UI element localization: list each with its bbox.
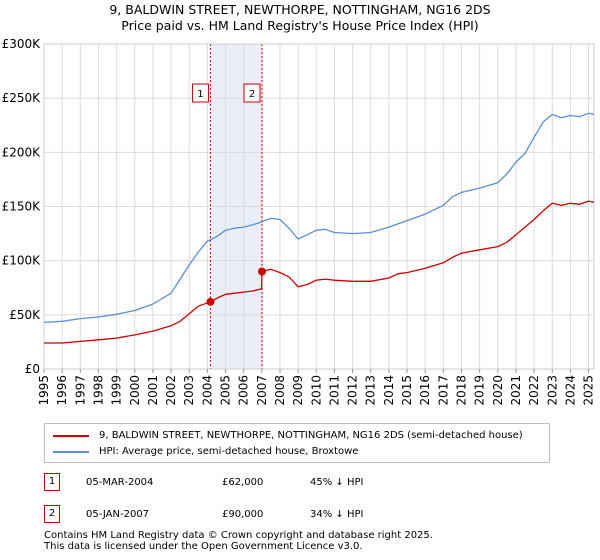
x-tick-label: 1999 — [110, 375, 124, 406]
x-tick-label: 1995 — [37, 375, 51, 406]
x-tick-label: 2010 — [309, 375, 323, 406]
sale-badge: 2 — [44, 505, 60, 523]
y-tick-label: £100K — [2, 254, 42, 268]
sale-point — [206, 297, 215, 306]
chart-title-line2: Price paid vs. HM Land Registry's House … — [121, 18, 479, 33]
x-tick-label: 2011 — [327, 375, 341, 406]
legend-label-property: 9, BALDWIN STREET, NEWTHORPE, NOTTINGHAM… — [99, 430, 523, 441]
sale-hpi-diff: 45% ↓ HPI — [310, 477, 364, 488]
x-tick-label: 2004 — [200, 375, 214, 406]
y-tick-label: £200K — [2, 145, 42, 159]
sale-point — [258, 267, 267, 276]
x-tick-label: 1998 — [91, 375, 105, 406]
legend-swatch-hpi — [53, 451, 89, 453]
chart-legend: 9, BALDWIN STREET, NEWTHORPE, NOTTINGHAM… — [44, 423, 550, 463]
x-tick-label: 2023 — [545, 375, 559, 406]
x-tick-label: 2019 — [473, 375, 487, 406]
x-tick-label: 2000 — [128, 375, 142, 406]
plot-frame — [43, 43, 595, 370]
footer-line1: Contains HM Land Registry data © Crown c… — [44, 530, 433, 541]
sale-badge-chart — [243, 83, 261, 103]
chart-plot: £0 £50K £100K £150K £200K £250K £300K 1995 1996 1… — [2, 37, 596, 406]
x-tick-label: 2016 — [418, 375, 432, 406]
footer-attribution: Contains HM Land Registry data © Crown c… — [44, 530, 433, 552]
x-tick-label: 2024 — [563, 375, 577, 406]
x-tick-label: 2013 — [364, 375, 378, 406]
sale-date: 05-MAR-2004 — [86, 477, 154, 488]
sale-price: £90,000 — [222, 509, 264, 520]
footer-line2: This data is licensed under the Open Gov… — [44, 541, 363, 552]
x-tick-label: 2020 — [491, 375, 505, 406]
x-tick-label: 2012 — [346, 375, 360, 406]
x-tick-label: 2009 — [291, 375, 305, 406]
sale-hpi-diff: 34% ↓ HPI — [310, 509, 364, 520]
x-tick-label: 2017 — [436, 375, 450, 406]
legend-label-hpi: HPI: Average price, semi-detached house,… — [99, 446, 359, 457]
y-tick-label: £150K — [2, 200, 42, 214]
x-tick-label: 2014 — [382, 375, 396, 406]
x-tick-label: 2005 — [219, 375, 233, 406]
x-tick-label: 2007 — [255, 375, 269, 406]
x-tick-label: 2001 — [146, 375, 160, 406]
x-tick-label: 1996 — [55, 375, 69, 406]
y-tick-label: £50K — [9, 308, 41, 322]
legend-swatch-property — [53, 435, 89, 437]
x-tick-label: 2008 — [273, 375, 287, 406]
sale-date: 05-JAN-2007 — [86, 509, 150, 520]
x-tick-label: 1997 — [73, 375, 87, 406]
chart-title-line1: 9, BALDWIN STREET, NEWTHORPE, NOTTINGHAM… — [109, 2, 491, 17]
x-tick-label: 2022 — [527, 375, 541, 406]
x-tick-label: 2002 — [164, 375, 178, 406]
sale-badge-label: 2 — [249, 89, 255, 100]
sale-badge-label: 1 — [197, 89, 203, 100]
x-tick-label: 2018 — [454, 375, 468, 406]
series-line-property — [44, 200, 595, 344]
x-tick-label: 2003 — [182, 375, 196, 406]
y-tick-label: £250K — [2, 91, 42, 105]
y-tick-label: £300K — [2, 37, 42, 51]
x-tick-label: 2021 — [509, 375, 523, 406]
sale-badge: 1 — [44, 473, 60, 491]
sale-price: £62,000 — [222, 477, 264, 488]
x-tick-label: 2015 — [400, 375, 414, 406]
series-line-hpi — [43, 112, 595, 324]
x-tick-label: 2025 — [582, 375, 596, 406]
y-tick-label: £0 — [25, 362, 40, 376]
chart-title: 9, BALDWIN STREET, NEWTHORPE, NOTTINGHAM… — [0, 2, 600, 34]
sale-badge-chart — [191, 83, 209, 103]
x-tick-label: 2006 — [237, 375, 251, 406]
